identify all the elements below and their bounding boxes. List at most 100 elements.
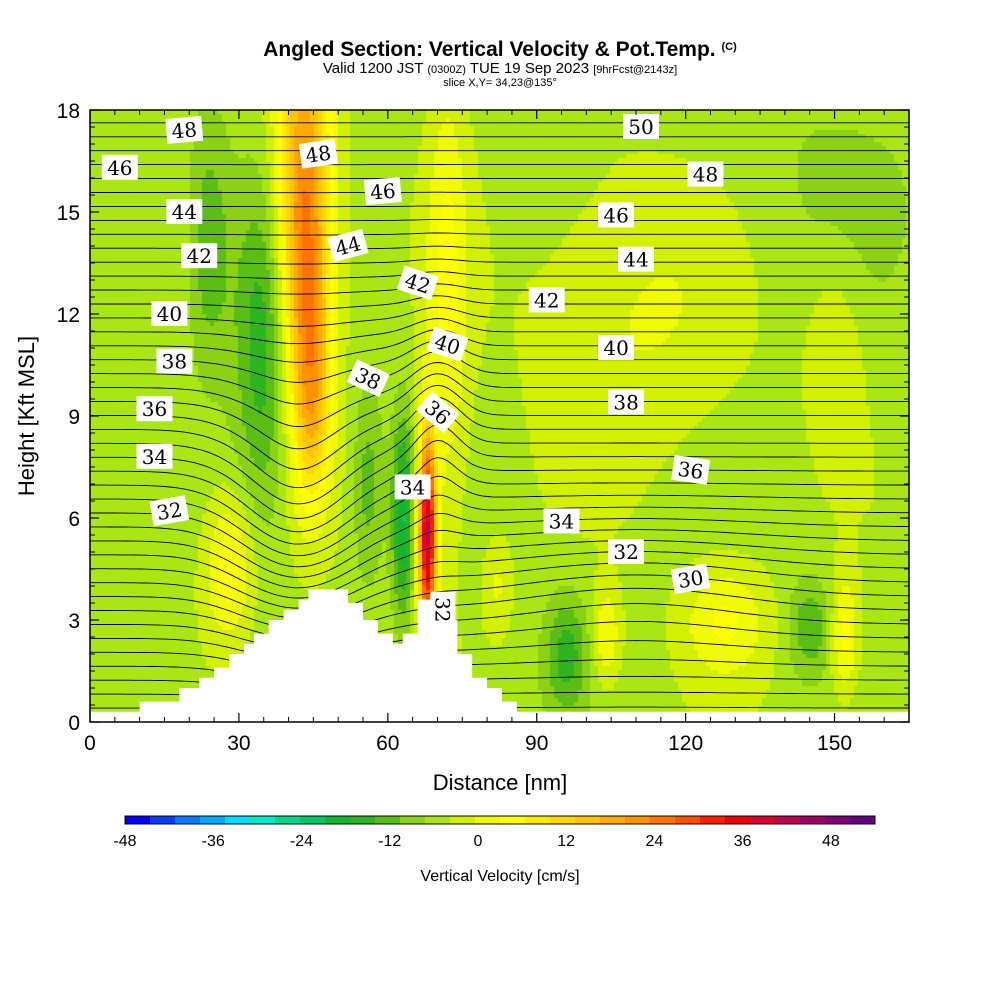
velocity-cell — [198, 590, 203, 595]
velocity-cell — [210, 270, 215, 275]
velocity-cell — [126, 414, 131, 419]
velocity-cell — [202, 606, 207, 611]
velocity-cell — [122, 294, 127, 299]
velocity-cell — [206, 338, 211, 343]
velocity-cell — [210, 166, 215, 171]
velocity-cell — [178, 674, 183, 679]
velocity-cell — [134, 590, 139, 595]
velocity-cell — [194, 170, 199, 175]
velocity-cell — [186, 462, 191, 467]
velocity-cell — [162, 558, 167, 563]
velocity-cell — [194, 282, 199, 287]
velocity-cell — [186, 394, 191, 399]
velocity-cell — [130, 222, 135, 227]
velocity-cell — [122, 346, 127, 351]
velocity-cell — [186, 574, 191, 579]
velocity-cell — [138, 518, 143, 523]
velocity-cell — [214, 214, 219, 219]
velocity-cell — [110, 702, 115, 707]
velocity-cell — [158, 626, 163, 631]
velocity-cell — [130, 294, 135, 299]
velocity-cell — [114, 394, 119, 399]
velocity-cell — [130, 382, 135, 387]
velocity-cell — [178, 282, 183, 287]
velocity-cell — [158, 558, 163, 563]
velocity-cell — [138, 242, 143, 247]
velocity-cell — [106, 506, 111, 511]
velocity-cell — [94, 338, 99, 343]
velocity-cell — [178, 334, 183, 339]
velocity-cell — [106, 590, 111, 595]
velocity-cell — [126, 562, 131, 567]
velocity-cell — [98, 470, 103, 475]
velocity-cell — [114, 282, 119, 287]
velocity-cell — [126, 614, 131, 619]
velocity-cell — [198, 526, 203, 531]
velocity-cell — [106, 686, 111, 691]
velocity-cell — [94, 214, 99, 219]
velocity-cell — [106, 194, 111, 199]
velocity-cell — [142, 486, 147, 491]
velocity-cell — [198, 650, 203, 655]
velocity-cell — [94, 578, 99, 583]
velocity-cell — [214, 490, 219, 495]
velocity-cell — [126, 318, 131, 323]
velocity-cell — [98, 674, 103, 679]
velocity-cell — [102, 694, 107, 699]
velocity-cell — [110, 134, 115, 139]
velocity-cell — [114, 574, 119, 579]
velocity-cell — [186, 166, 191, 171]
velocity-cell — [202, 394, 207, 399]
velocity-cell — [218, 142, 223, 147]
velocity-cell — [98, 182, 103, 187]
velocity-cell — [178, 394, 183, 399]
velocity-cell — [154, 166, 159, 171]
velocity-cell — [186, 494, 191, 499]
velocity-cell — [130, 390, 135, 395]
velocity-cell — [166, 626, 171, 631]
velocity-cell — [122, 390, 127, 395]
velocity-cell — [162, 570, 167, 575]
velocity-cell — [110, 250, 115, 255]
velocity-cell — [150, 546, 155, 551]
velocity-cell — [142, 134, 147, 139]
velocity-cell — [162, 650, 167, 655]
velocity-cell — [102, 602, 107, 607]
velocity-cell — [210, 530, 215, 535]
velocity-cell — [126, 446, 131, 451]
velocity-cell — [118, 658, 123, 663]
velocity-cell — [146, 682, 151, 687]
velocity-cell — [146, 202, 151, 207]
velocity-cell — [174, 114, 179, 119]
velocity-cell — [210, 222, 215, 227]
velocity-cell — [126, 510, 131, 515]
velocity-cell — [178, 614, 183, 619]
velocity-cell — [210, 294, 215, 299]
velocity-cell — [126, 410, 131, 415]
velocity-cell — [174, 606, 179, 611]
velocity-cell — [174, 450, 179, 455]
velocity-cell — [98, 350, 103, 355]
velocity-cell — [218, 310, 223, 315]
velocity-cell — [174, 186, 179, 191]
velocity-cell — [162, 294, 167, 299]
velocity-cell — [174, 414, 179, 419]
velocity-cell — [206, 514, 211, 519]
velocity-cell — [130, 702, 135, 707]
velocity-cell — [158, 378, 163, 383]
velocity-cell — [166, 654, 171, 659]
velocity-cell — [134, 390, 139, 395]
velocity-cell — [102, 630, 107, 635]
velocity-cell — [150, 262, 155, 267]
velocity-cell — [146, 586, 151, 591]
velocity-cell — [102, 542, 107, 547]
velocity-cell — [214, 274, 219, 279]
velocity-cell — [126, 438, 131, 443]
velocity-cell — [190, 426, 195, 431]
velocity-cell — [154, 562, 159, 567]
velocity-cell — [190, 294, 195, 299]
velocity-cell — [138, 254, 143, 259]
velocity-cell — [98, 194, 103, 199]
velocity-cell — [146, 270, 151, 275]
velocity-cell — [214, 270, 219, 275]
